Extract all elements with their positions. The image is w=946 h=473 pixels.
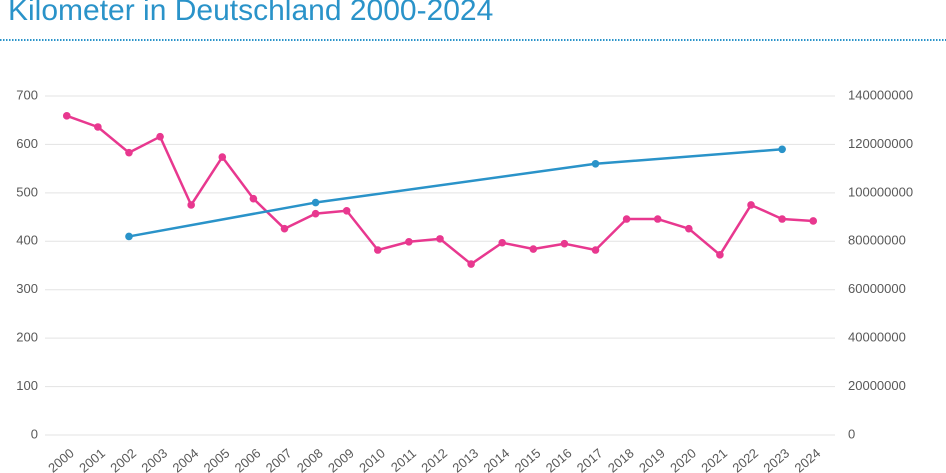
y-tick-label: 500 bbox=[16, 184, 38, 199]
point bbox=[311, 209, 320, 218]
y-tick-label: 200 bbox=[16, 330, 38, 345]
x-tick-label: 2012 bbox=[418, 445, 450, 473]
x-tick-label: 2016 bbox=[543, 445, 575, 473]
point bbox=[342, 206, 351, 215]
point bbox=[498, 238, 507, 247]
x-tick-label: 2015 bbox=[512, 445, 544, 473]
y2-tick-label: 20000000 bbox=[848, 378, 906, 393]
point bbox=[747, 201, 755, 209]
x-tick-label: 2002 bbox=[107, 445, 139, 473]
y-tick-label: 100 bbox=[16, 378, 38, 393]
series-line bbox=[128, 148, 783, 238]
x-tick-label: 2011 bbox=[388, 445, 419, 473]
point bbox=[778, 145, 786, 154]
y2-tick-label: 80000000 bbox=[848, 233, 906, 248]
point bbox=[685, 224, 693, 233]
point bbox=[653, 215, 662, 223]
x-tick-label: 2022 bbox=[729, 445, 761, 473]
x-tick-label: 2014 bbox=[481, 445, 513, 473]
point bbox=[311, 198, 320, 207]
x-tick-label: 2017 bbox=[574, 445, 606, 473]
point bbox=[156, 132, 164, 141]
x-tick-label: 2009 bbox=[325, 445, 357, 473]
point bbox=[436, 235, 444, 243]
point bbox=[778, 215, 786, 223]
point bbox=[591, 160, 600, 168]
y2-tick-label: 120000000 bbox=[848, 136, 913, 151]
x-tick-label: 2024 bbox=[792, 445, 824, 473]
x-tick-label: 2005 bbox=[201, 445, 233, 473]
point bbox=[809, 217, 818, 225]
y-tick-label: 600 bbox=[16, 136, 38, 151]
y-tick-label: 0 bbox=[31, 426, 38, 441]
point bbox=[249, 194, 258, 203]
y2-tick-label: 0 bbox=[848, 426, 855, 441]
x-tick-label: 2000 bbox=[45, 445, 77, 473]
x-tick-label: 2021 bbox=[698, 445, 730, 473]
y-tick-label: 700 bbox=[16, 87, 38, 102]
point bbox=[218, 153, 227, 161]
chart-title: Kilometer in Deutschland 2000-2024 bbox=[8, 0, 493, 27]
x-tick-label: 2004 bbox=[170, 445, 202, 473]
point bbox=[529, 245, 538, 253]
x-tick-label: 2001 bbox=[76, 445, 108, 473]
point bbox=[405, 237, 413, 246]
point bbox=[94, 123, 102, 131]
point bbox=[280, 224, 289, 233]
y2-tick-label: 60000000 bbox=[848, 281, 906, 296]
x-tick-label: 2007 bbox=[263, 445, 295, 473]
x-tick-label: 2020 bbox=[667, 445, 699, 473]
x-tick-label: 2006 bbox=[232, 445, 264, 473]
point bbox=[125, 232, 133, 241]
point bbox=[716, 251, 724, 259]
y2-tick-label: 40000000 bbox=[848, 330, 906, 345]
point bbox=[622, 215, 631, 223]
x-tick-label: 2023 bbox=[760, 445, 792, 473]
x-tick-label: 2008 bbox=[294, 445, 326, 473]
point bbox=[62, 112, 71, 120]
point bbox=[373, 246, 382, 254]
point bbox=[591, 246, 600, 254]
y2-tick-label: 100000000 bbox=[848, 184, 913, 199]
x-tick-label: 2013 bbox=[449, 445, 481, 473]
point bbox=[467, 260, 475, 268]
point bbox=[125, 148, 133, 157]
point bbox=[187, 201, 195, 209]
x-tick-label: 2010 bbox=[356, 445, 388, 473]
x-tick-label: 2018 bbox=[605, 445, 637, 473]
y2-tick-label: 140000000 bbox=[848, 87, 913, 102]
point bbox=[560, 239, 569, 248]
x-tick-label: 2003 bbox=[138, 445, 170, 473]
x-tick-label: 2019 bbox=[636, 445, 668, 473]
y-tick-label: 300 bbox=[16, 281, 38, 296]
y-tick-label: 400 bbox=[16, 233, 38, 248]
